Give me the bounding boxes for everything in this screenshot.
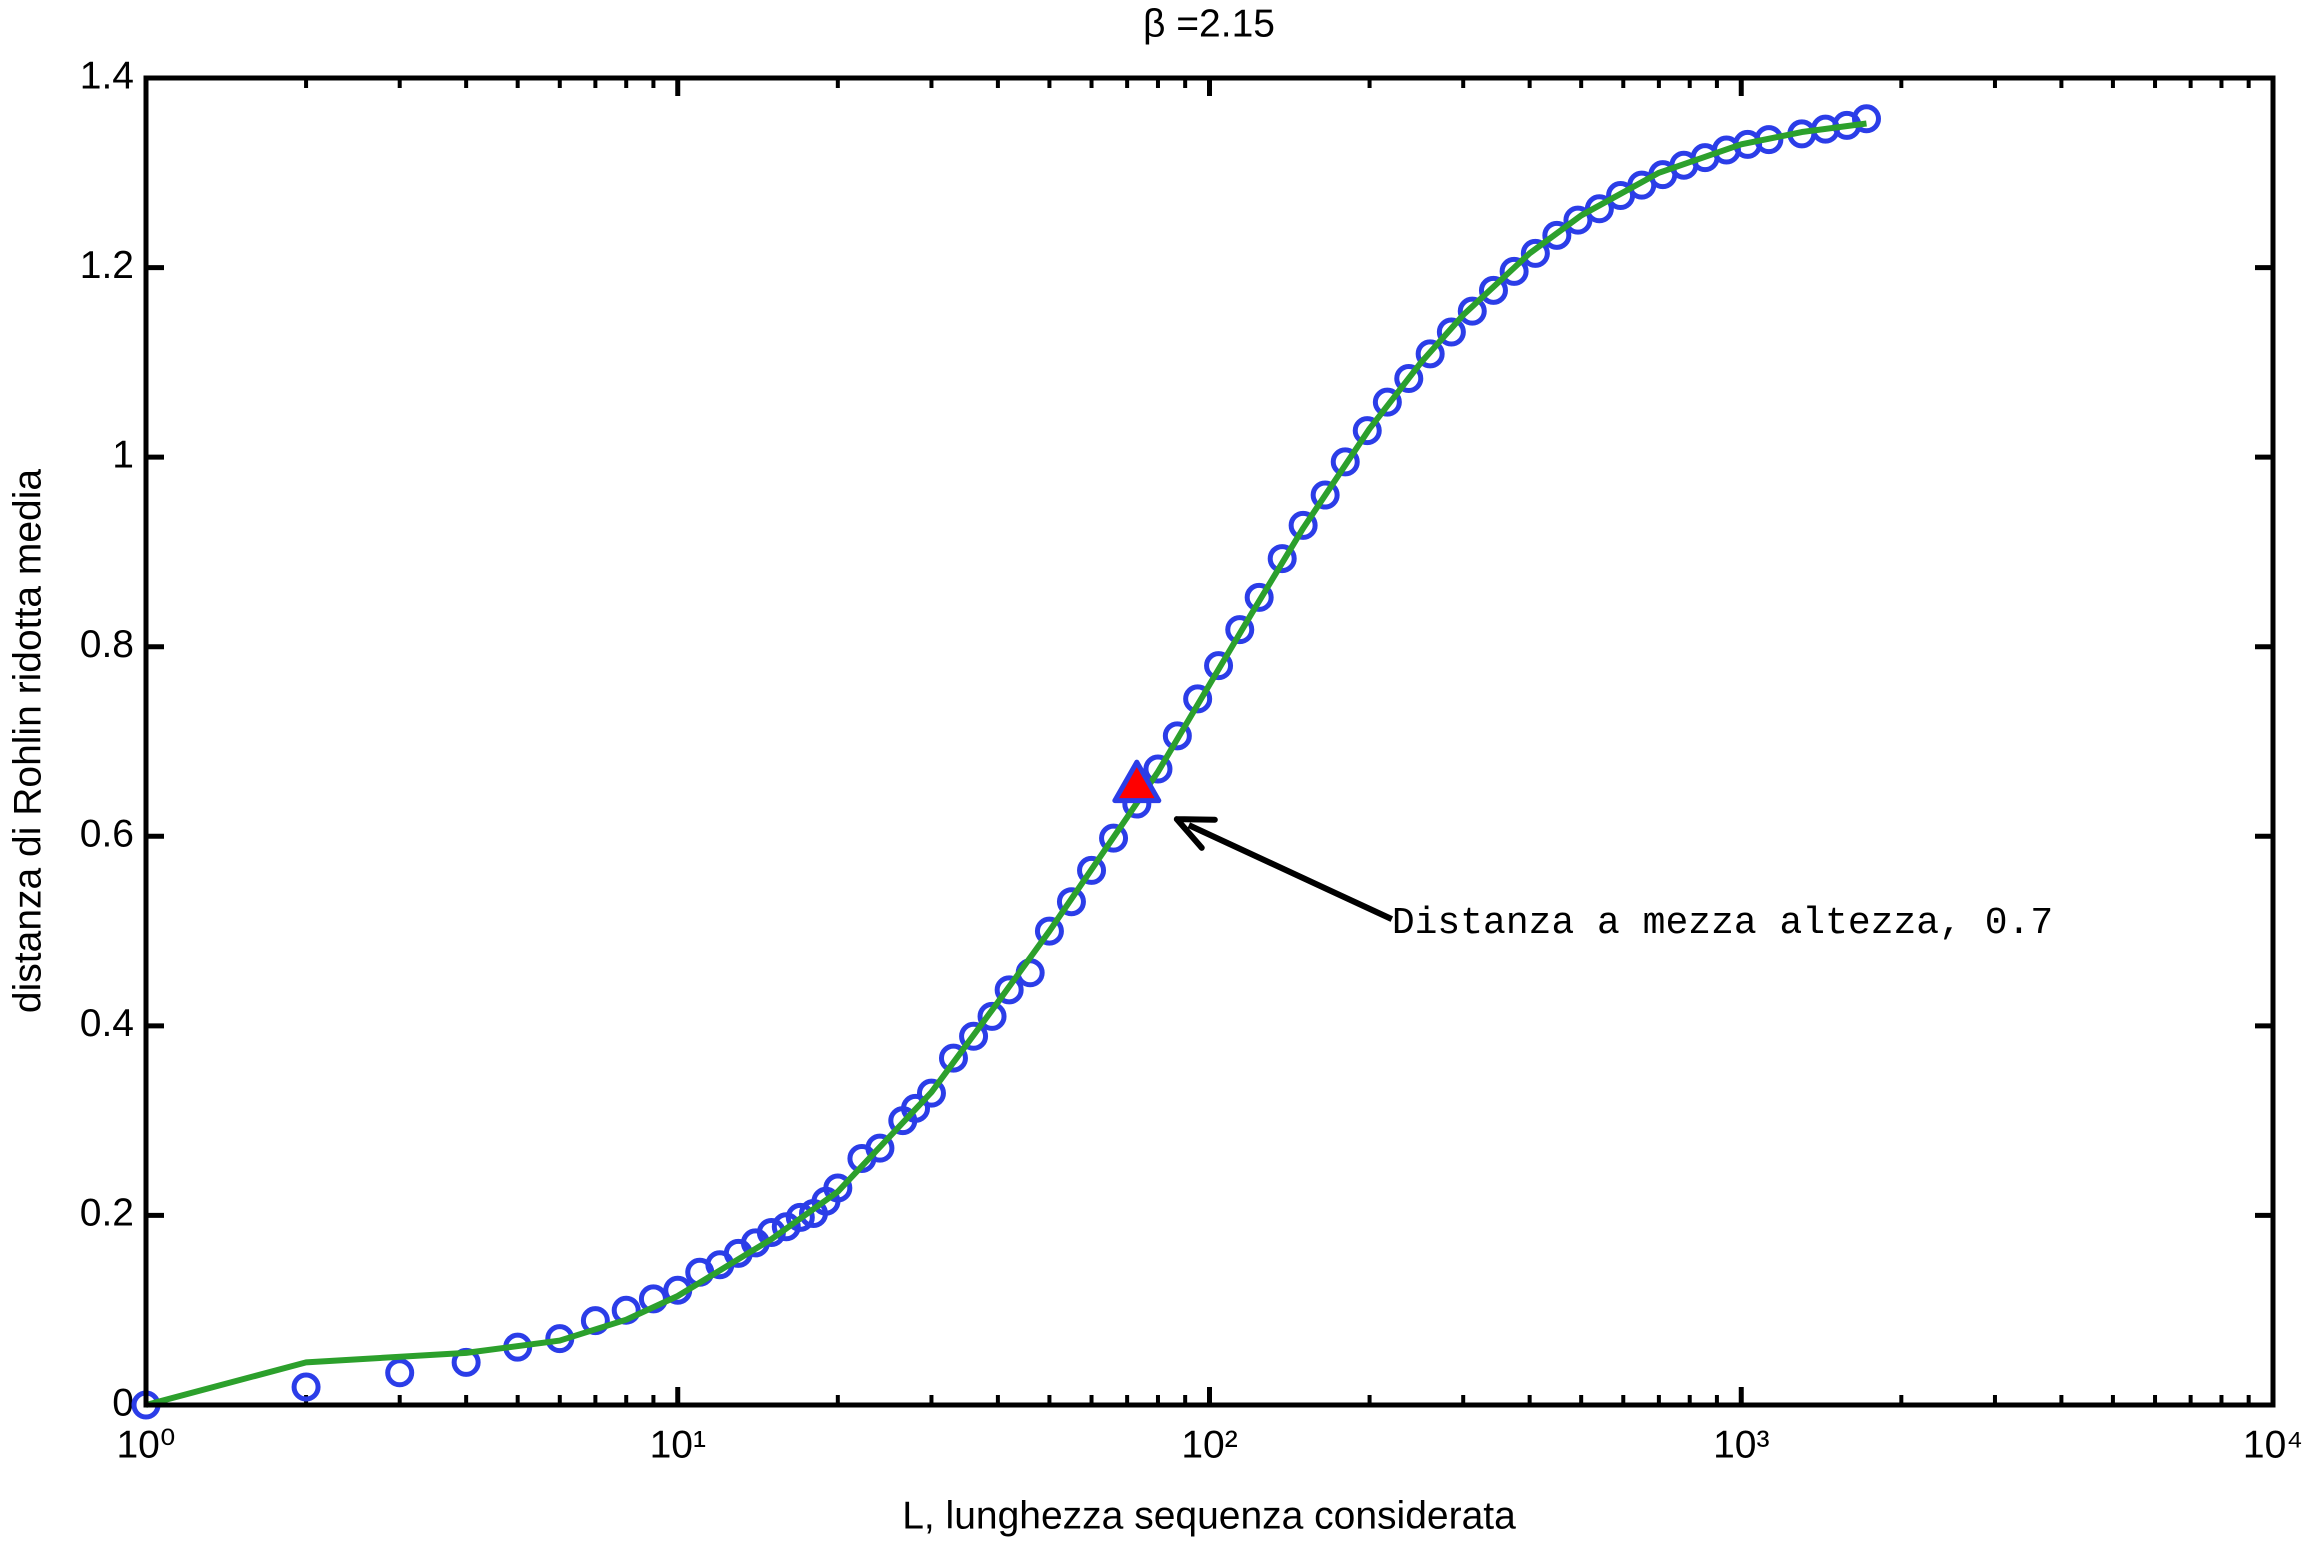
data-point — [1310, 480, 1340, 510]
data-point — [385, 1358, 415, 1388]
annotation-arrowhead — [1173, 816, 1218, 851]
data-point — [1225, 615, 1255, 645]
data-point — [823, 1173, 853, 1203]
data-point — [1204, 651, 1234, 681]
fit-line — [145, 120, 1867, 1408]
data-point — [1352, 416, 1382, 446]
data-point — [1499, 256, 1529, 286]
half-height-marker — [1112, 759, 1162, 804]
data-point — [1542, 220, 1572, 250]
y-tick-label: 0.8 — [80, 623, 134, 666]
data-point — [1851, 104, 1881, 134]
data-point — [1436, 317, 1466, 347]
data-point — [291, 1372, 321, 1402]
x-tick-label: 10¹ — [650, 1423, 706, 1466]
data-point — [1372, 387, 1402, 417]
data-point — [1077, 855, 1107, 885]
data-point — [1056, 887, 1086, 917]
data-point — [1034, 916, 1064, 946]
data-point — [938, 1043, 968, 1073]
data-point — [1244, 582, 1274, 612]
x-tick-label: 10⁴ — [2243, 1423, 2303, 1466]
y-tick-label: 0 — [112, 1381, 134, 1424]
data-point — [1478, 275, 1508, 305]
y-tick-label: 0.2 — [80, 1192, 134, 1235]
data-point — [916, 1078, 946, 1108]
x-axis-label: L, lunghezza sequenza considerata — [902, 1494, 1516, 1537]
data-point — [1162, 721, 1192, 751]
y-tick-label: 1 — [112, 433, 134, 476]
x-tick-label: 10² — [1181, 1423, 1237, 1466]
data-point — [994, 975, 1024, 1005]
data-point — [959, 1021, 989, 1051]
y-tick-label: 0.6 — [80, 813, 134, 856]
data-point — [1394, 363, 1424, 393]
data-point — [1267, 544, 1297, 574]
data-point — [1563, 205, 1593, 235]
data-point — [901, 1093, 931, 1123]
annotation: Distanza a mezza altezza, 0.7 — [1392, 902, 2053, 945]
y-tick-label: 1.4 — [80, 54, 134, 97]
data-point — [1330, 447, 1360, 477]
data-point — [1415, 339, 1445, 369]
y-tick-label: 0.4 — [80, 1002, 134, 1045]
data-point — [1520, 238, 1550, 268]
annotation-arrow — [1187, 822, 1394, 922]
data-point — [1183, 684, 1213, 714]
data-point — [865, 1133, 895, 1163]
chart-title: β =2.15 — [1143, 2, 1275, 45]
plot-frame — [143, 75, 2276, 1408]
data-point — [785, 1202, 815, 1232]
data-point — [977, 1001, 1007, 1031]
x-tick-label: 10³ — [1713, 1423, 1769, 1466]
data-point — [1457, 296, 1487, 326]
data-point — [1099, 823, 1129, 853]
data-point — [1288, 510, 1318, 540]
y-axis-label: distanza di Rohlin ridotta media — [6, 469, 49, 1013]
data-point — [580, 1306, 610, 1336]
data-point — [1143, 754, 1173, 784]
x-tick-label: 10⁰ — [116, 1423, 175, 1466]
y-tick-label: 1.2 — [80, 244, 134, 287]
